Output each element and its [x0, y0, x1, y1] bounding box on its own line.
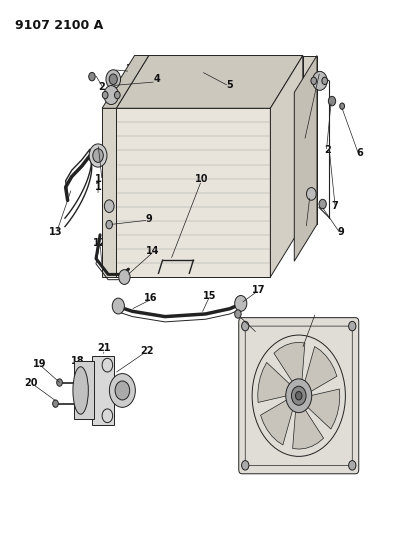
Circle shape: [89, 144, 107, 167]
Polygon shape: [102, 55, 149, 108]
Circle shape: [102, 358, 113, 372]
Polygon shape: [74, 361, 94, 419]
Text: 8: 8: [303, 222, 310, 232]
Text: 15: 15: [203, 290, 216, 301]
Text: 1: 1: [95, 182, 102, 192]
Circle shape: [242, 321, 249, 331]
Circle shape: [322, 77, 328, 85]
Text: 10: 10: [195, 174, 208, 184]
Text: 4: 4: [301, 135, 308, 145]
Text: 9: 9: [145, 214, 152, 224]
Text: 9: 9: [338, 227, 345, 237]
Circle shape: [119, 270, 130, 285]
Polygon shape: [116, 108, 270, 277]
Text: 14: 14: [146, 246, 159, 256]
Polygon shape: [92, 356, 114, 425]
Circle shape: [104, 200, 114, 213]
Text: 12: 12: [93, 238, 107, 248]
Text: 18: 18: [71, 357, 85, 367]
Polygon shape: [303, 55, 317, 224]
Circle shape: [115, 381, 130, 400]
Text: 16: 16: [144, 293, 157, 303]
Circle shape: [106, 70, 120, 89]
Text: 22: 22: [140, 346, 153, 356]
Text: 19: 19: [32, 359, 46, 369]
Circle shape: [286, 379, 312, 413]
Polygon shape: [149, 55, 303, 224]
Ellipse shape: [73, 367, 88, 414]
Circle shape: [349, 321, 356, 331]
Text: 7: 7: [332, 201, 339, 211]
Circle shape: [349, 461, 356, 470]
Polygon shape: [293, 407, 323, 449]
Polygon shape: [306, 389, 340, 429]
Text: 13: 13: [49, 227, 62, 237]
Text: 5: 5: [226, 79, 233, 90]
Circle shape: [291, 386, 306, 405]
Text: 2: 2: [324, 146, 330, 156]
Polygon shape: [258, 362, 292, 402]
Text: 2: 2: [99, 82, 106, 92]
Circle shape: [109, 374, 135, 407]
Circle shape: [242, 461, 249, 470]
Polygon shape: [294, 55, 317, 261]
Circle shape: [235, 295, 247, 311]
Text: 9107 2100 A: 9107 2100 A: [15, 19, 103, 31]
Circle shape: [328, 96, 336, 106]
Circle shape: [112, 298, 125, 314]
Text: 4: 4: [153, 74, 160, 84]
Text: 3: 3: [125, 64, 132, 74]
Circle shape: [307, 188, 316, 200]
Circle shape: [89, 72, 95, 81]
Text: 21: 21: [97, 343, 111, 353]
Circle shape: [115, 91, 120, 99]
Polygon shape: [261, 399, 293, 445]
Circle shape: [312, 71, 327, 90]
Polygon shape: [304, 346, 337, 393]
Polygon shape: [102, 108, 116, 277]
Circle shape: [102, 91, 108, 99]
Polygon shape: [274, 342, 305, 384]
Circle shape: [104, 86, 118, 104]
Polygon shape: [270, 55, 303, 277]
Text: 20: 20: [24, 377, 38, 387]
Circle shape: [109, 74, 117, 85]
Text: 24: 24: [296, 343, 309, 353]
Text: 17: 17: [252, 285, 265, 295]
Circle shape: [319, 199, 326, 209]
Polygon shape: [116, 55, 303, 108]
Circle shape: [53, 400, 58, 407]
FancyBboxPatch shape: [239, 318, 359, 474]
Text: 23: 23: [252, 327, 265, 337]
Circle shape: [296, 392, 302, 400]
Circle shape: [102, 409, 113, 423]
Text: 6: 6: [356, 148, 363, 158]
Circle shape: [106, 221, 113, 229]
Circle shape: [311, 77, 316, 85]
Text: 11: 11: [95, 174, 109, 184]
Circle shape: [235, 310, 241, 318]
Circle shape: [93, 149, 103, 163]
Circle shape: [57, 379, 62, 386]
Circle shape: [340, 103, 344, 109]
